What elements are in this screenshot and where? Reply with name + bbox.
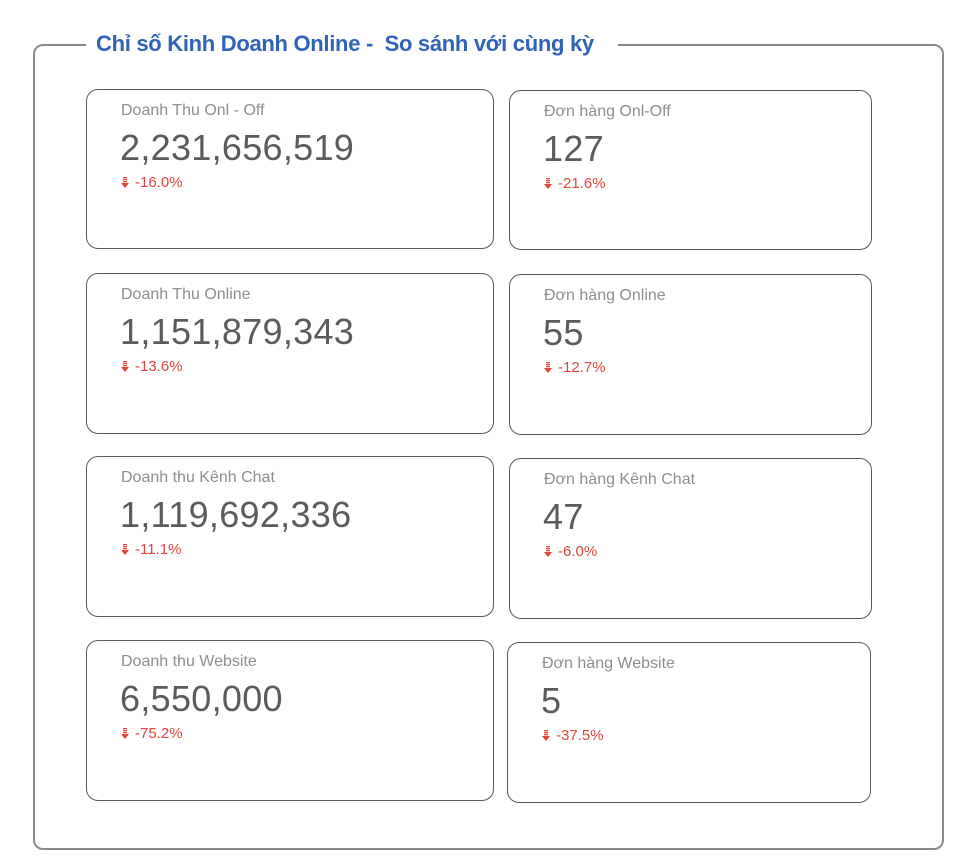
kpi-delta: -37.5%: [542, 727, 604, 744]
kpi-delta-value: -12.7%: [558, 359, 606, 376]
kpi-label: Doanh Thu Online: [121, 286, 251, 303]
kpi-value: 127: [543, 128, 604, 169]
kpi-label: Đơn hàng Kênh Chat: [544, 471, 696, 488]
kpi-value: 47: [543, 496, 584, 537]
kpi-delta-value: -75.2%: [135, 725, 183, 742]
kpi-card-orders-website[interactable]: Đơn hàng Website 5 -37.5%: [507, 642, 871, 803]
kpi-value: 1,119,692,336: [120, 494, 352, 535]
arrow-down-icon: [544, 361, 552, 374]
kpi-delta: -16.0%: [121, 174, 183, 191]
kpi-card-orders-online[interactable]: Đơn hàng Online 55 -12.7%: [509, 274, 872, 435]
kpi-label: Doanh Thu Onl - Off: [121, 102, 265, 119]
kpi-delta-value: -6.0%: [558, 543, 598, 560]
arrow-down-icon: [544, 545, 552, 558]
kpi-delta-value: -37.5%: [556, 727, 604, 744]
arrow-down-icon: [121, 727, 129, 740]
kpi-delta: -75.2%: [121, 725, 183, 742]
kpi-delta: -11.1%: [121, 541, 181, 558]
kpi-delta-value: -21.6%: [558, 175, 606, 192]
kpi-value: 5: [541, 680, 562, 721]
kpi-label: Doanh thu Website: [121, 653, 257, 670]
arrow-down-icon: [121, 176, 129, 189]
kpi-delta: -6.0%: [544, 543, 597, 560]
kpi-card-orders-chat[interactable]: Đơn hàng Kênh Chat 47 -6.0%: [509, 458, 872, 619]
arrow-down-icon: [121, 543, 129, 556]
kpi-delta-value: -11.1%: [135, 541, 182, 558]
kpi-delta: -12.7%: [544, 359, 606, 376]
kpi-value: 55: [543, 312, 584, 353]
kpi-delta: -13.6%: [121, 358, 183, 375]
kpi-card-orders-onl-off[interactable]: Đơn hàng Onl-Off 127 -21.6%: [509, 90, 872, 250]
panel-title: Chỉ số Kinh Doanh Online - So sánh với c…: [86, 30, 618, 58]
arrow-down-icon: [121, 360, 129, 373]
arrow-down-icon: [544, 177, 552, 190]
kpi-label: Đơn hàng Onl-Off: [544, 103, 671, 120]
kpi-label: Đơn hàng Website: [542, 655, 675, 672]
kpi-value: 1,151,879,343: [120, 311, 355, 352]
kpi-value: 2,231,656,519: [120, 127, 355, 168]
kpi-label: Doanh thu Kênh Chat: [121, 469, 275, 486]
kpi-card-revenue-online[interactable]: Doanh Thu Online 1,151,879,343 -13.6%: [86, 273, 494, 434]
kpi-delta-value: -13.6%: [135, 358, 183, 375]
kpi-card-revenue-onl-off[interactable]: Doanh Thu Onl - Off 2,231,656,519 -16.0%: [86, 89, 494, 249]
kpi-value: 6,550,000: [120, 678, 283, 719]
kpi-card-revenue-chat[interactable]: Doanh thu Kênh Chat 1,119,692,336 -11.1%: [86, 456, 494, 617]
kpi-label: Đơn hàng Online: [544, 287, 666, 304]
arrow-down-icon: [542, 729, 550, 742]
kpi-card-revenue-website[interactable]: Doanh thu Website 6,550,000 -75.2%: [86, 640, 494, 801]
kpi-delta: -21.6%: [544, 175, 606, 192]
kpi-delta-value: -16.0%: [135, 174, 183, 191]
